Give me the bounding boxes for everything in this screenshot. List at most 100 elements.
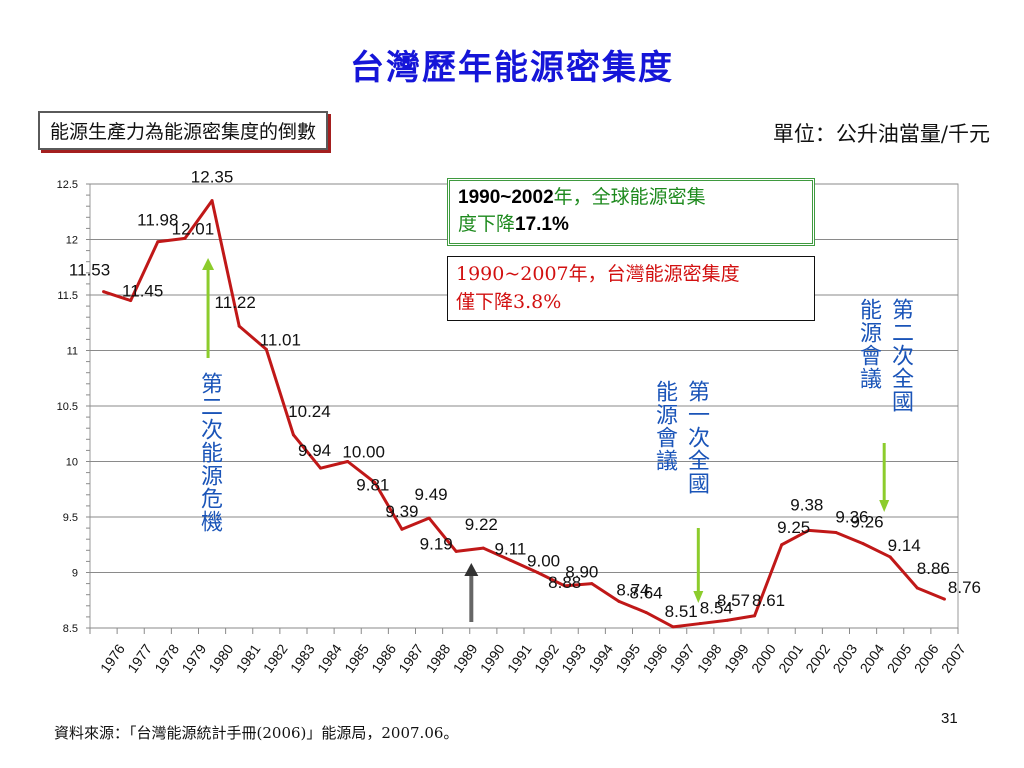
- data-point: [508, 558, 512, 562]
- data-point: [481, 546, 485, 550]
- x-tick-label: 2006: [911, 641, 942, 676]
- data-point: [698, 622, 702, 626]
- global-callout-percent: 17.1%: [515, 214, 569, 235]
- data-point: [915, 586, 919, 590]
- data-label: 8.74: [616, 580, 649, 599]
- x-tick-label: 1978: [151, 641, 182, 676]
- x-tick-label: 1985: [341, 641, 372, 676]
- x-tick-label: 1993: [558, 641, 589, 676]
- data-point: [536, 571, 540, 574]
- page-number: 31: [941, 710, 958, 727]
- taiwan-callout-text-2: 僅下降3.8%: [456, 291, 562, 313]
- x-tick-label: 1980: [205, 641, 236, 676]
- x-tick-label: 1982: [260, 641, 291, 676]
- taiwan-callout: 1990~2007年，台灣能源密集度 僅下降3.8%: [447, 256, 815, 321]
- x-tick-label: 1983: [287, 641, 318, 676]
- data-label: 9.25: [777, 518, 810, 537]
- data-label: 9.81: [356, 476, 389, 495]
- data-source: 資料來源：「台灣能源統計手冊(2006)」能源局，2007.06。: [54, 724, 459, 742]
- x-tick-label: 1987: [395, 641, 426, 676]
- y-tick-label: 12.5: [57, 179, 78, 191]
- global-callout-text-2: 度下降: [458, 214, 516, 235]
- data-label: 9.38: [790, 495, 823, 514]
- data-label: 8.88: [548, 573, 581, 592]
- taiwan-callout-text-1: 1990~2007年，台灣能源密集度: [456, 263, 740, 285]
- data-point: [319, 466, 323, 470]
- data-label: 11.53: [69, 261, 110, 280]
- data-label: 9.22: [465, 515, 498, 534]
- data-label: 9.36: [835, 508, 868, 527]
- data-point: [291, 433, 295, 437]
- x-tick-label: 1977: [124, 641, 155, 676]
- data-point: [237, 324, 241, 328]
- data-label: 9.14: [888, 536, 921, 555]
- data-point: [210, 199, 214, 203]
- data-point: [346, 460, 350, 463]
- data-label: 9.49: [415, 485, 448, 504]
- data-point: [454, 549, 458, 553]
- x-tick-label: 1981: [233, 641, 264, 676]
- data-point: [942, 597, 946, 601]
- global-callout-years: 1990~2002: [458, 187, 554, 208]
- data-label: 9.00: [527, 552, 560, 571]
- data-point: [563, 584, 567, 588]
- data-label: 8.86: [917, 559, 950, 578]
- x-tick-label: 2002: [802, 641, 833, 676]
- x-tick-label: 1992: [531, 641, 562, 676]
- x-tick-label: 1976: [97, 641, 128, 676]
- global-callout: 1990~2002年，全球能源密集 度下降17.1%: [447, 178, 815, 246]
- data-label: 9.94: [298, 441, 331, 460]
- x-tick-label: 1996: [639, 641, 670, 676]
- conference-1998-arrow-head: [693, 591, 704, 603]
- data-point: [671, 625, 675, 629]
- data-label: 8.64: [630, 583, 663, 602]
- data-label: 8.90: [565, 563, 598, 582]
- data-point: [400, 527, 404, 531]
- data-point: [129, 299, 133, 303]
- data-label: 8.61: [752, 591, 785, 610]
- global-callout-text-1: 年，全球能源密集: [553, 187, 706, 208]
- data-point: [888, 555, 892, 559]
- data-label: 12.01: [172, 219, 215, 238]
- x-tick-label: 2000: [748, 641, 779, 676]
- data-point: [590, 582, 594, 586]
- y-tick-label: 9.5: [63, 512, 78, 524]
- y-tick-label: 8.5: [63, 623, 78, 635]
- data-label: 9.19: [420, 534, 453, 553]
- x-tick-label: 1988: [422, 641, 453, 676]
- data-point: [780, 543, 784, 547]
- data-label: 11.22: [215, 293, 256, 312]
- data-point: [373, 481, 377, 485]
- data-label: 8.51: [665, 602, 698, 621]
- x-tick-label: 1979: [178, 641, 209, 676]
- x-tick-label: 1984: [314, 641, 345, 676]
- first-energy-conference-label: 第一次全國能源會議: [652, 380, 709, 495]
- data-label: 9.39: [385, 502, 418, 521]
- slide-title: 台灣歷年能源密集度: [350, 48, 674, 88]
- data-label: 8.54: [700, 599, 733, 618]
- subtitle-box: 能源生產力為能源密集度的倒數: [38, 111, 329, 150]
- second-energy-conference-label: 第二次全國能源會議: [856, 298, 913, 413]
- y-tick-label: 9: [72, 568, 78, 580]
- x-tick-label: 1991: [504, 641, 535, 676]
- x-tick-label: 2003: [829, 641, 860, 676]
- x-tick-label: 1986: [368, 641, 399, 676]
- data-point: [807, 528, 811, 532]
- data-label: 11.98: [137, 211, 178, 230]
- data-point: [725, 618, 729, 622]
- x-tick-label: 1995: [612, 641, 643, 676]
- data-label: 9.26: [851, 513, 884, 532]
- x-tick-label: 1998: [694, 641, 725, 676]
- highlight-1990-arrow-head: [464, 563, 479, 576]
- y-tick-label: 11: [67, 346, 78, 358]
- y-tick-label: 10: [66, 457, 78, 469]
- data-point: [156, 240, 160, 244]
- y-tick-label: 12: [66, 235, 78, 247]
- conference-2005-arrow-head: [879, 500, 890, 512]
- data-label: 11.01: [260, 330, 301, 349]
- data-label: 8.57: [717, 591, 750, 610]
- x-tick-label: 1994: [585, 641, 616, 676]
- x-tick-label: 1999: [721, 641, 752, 676]
- data-point: [617, 599, 621, 603]
- x-tick-label: 2007: [938, 641, 969, 676]
